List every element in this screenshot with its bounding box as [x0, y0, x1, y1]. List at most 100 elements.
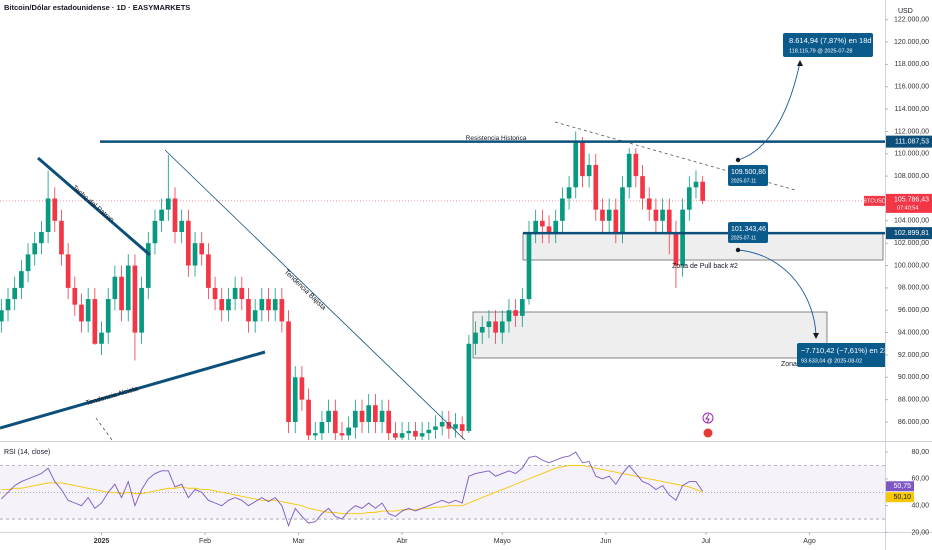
- rsi-pane: [0, 451, 885, 528]
- point-box: [728, 222, 768, 243]
- y-tick-label: 122.000,00: [894, 17, 929, 24]
- candle-body: [179, 220, 185, 233]
- candle-body: [139, 287, 144, 333]
- candle-body: [646, 198, 652, 210]
- candle-body: [292, 377, 298, 423]
- candle-body: [660, 209, 665, 221]
- candle-body: [426, 429, 432, 434]
- candle-body: [252, 310, 258, 322]
- y-tick-label: 118.000,00: [894, 61, 929, 68]
- measure-box: [783, 33, 873, 57]
- candle-body: [105, 299, 111, 333]
- x-tick-label: 2025: [94, 538, 110, 545]
- candle-body: [319, 422, 325, 434]
- point-box: [728, 165, 768, 186]
- candle-body: [393, 433, 398, 438]
- candle-body: [25, 254, 31, 272]
- candle-body: [299, 377, 305, 400]
- candle-body: [346, 427, 351, 436]
- candle-body: [192, 243, 198, 266]
- candle-body: [312, 433, 318, 436]
- candle-body: [473, 332, 478, 344]
- y-tick-label: 114.000,00: [894, 106, 929, 113]
- candle-body: [112, 276, 118, 300]
- candle-body: [5, 299, 11, 311]
- candle-body: [172, 198, 178, 233]
- flag-icon[interactable]: [702, 427, 714, 439]
- y-tick-label: 110.000,00: [894, 151, 929, 158]
- measure-text: 118.115,79 @ 2025-07-28: [789, 48, 852, 54]
- x-tick-label: Jun: [600, 538, 611, 545]
- candle-body: [546, 226, 552, 233]
- y-tick-label: 100.000,00: [894, 262, 929, 269]
- event-icon-glyph: [705, 413, 710, 424]
- candle-body: [272, 299, 278, 311]
- candle-body: [65, 254, 71, 288]
- candle-body: [12, 287, 18, 300]
- candle-body: [186, 220, 191, 266]
- candle-body: [680, 209, 685, 266]
- candle-body: [653, 209, 659, 221]
- level-axis-label: [886, 135, 932, 148]
- candle-body: [573, 142, 579, 188]
- measure-text: 93.633,04 @ 2025-08-02: [801, 358, 862, 364]
- candle-body: [580, 142, 585, 177]
- x-tick-label: Abr: [397, 538, 409, 545]
- candle-body: [152, 220, 158, 244]
- candle-body: [540, 220, 545, 227]
- candle-body: [206, 254, 211, 288]
- candle-body: [600, 209, 605, 221]
- x-tick-label: Ago: [803, 538, 816, 545]
- candle-body: [413, 430, 418, 437]
- anchor-dot: [735, 247, 741, 253]
- candle-body: [132, 265, 138, 333]
- countdown: 07:40:54: [897, 205, 918, 211]
- candle-body: [566, 187, 572, 199]
- candle-body: [0, 310, 4, 322]
- point-price: 101.343,46: [731, 226, 766, 233]
- candle-body: [519, 299, 525, 316]
- candle-body: [212, 287, 218, 300]
- candle-body: [79, 304, 84, 322]
- candle-body: [165, 198, 171, 210]
- candle-body: [52, 198, 58, 221]
- candle-body: [386, 410, 392, 434]
- candle-body: [513, 310, 518, 316]
- point-date: 2025-07-11: [731, 235, 756, 241]
- candle-body: [119, 276, 124, 311]
- candle-body: [85, 299, 91, 322]
- candle-body: [666, 209, 672, 233]
- candle-body: [486, 321, 492, 328]
- candle-body: [306, 399, 311, 436]
- level-axis-text: 102.899,81: [894, 230, 929, 237]
- point-date: 2025-07-11: [731, 178, 756, 184]
- candle-body: [593, 164, 599, 210]
- y-tick-label: 116.000,00: [894, 84, 929, 91]
- candle-body: [620, 187, 625, 233]
- candle-body: [553, 220, 559, 233]
- candle-body: [145, 243, 151, 288]
- candle-body: [673, 232, 679, 266]
- candle-body: [159, 209, 164, 221]
- y-tick-label: 94.000,00: [898, 329, 929, 336]
- candle-body: [125, 265, 131, 311]
- candle-body: [626, 153, 632, 188]
- zone-label: Zona de Pull back #2: [672, 263, 738, 270]
- y-tick-label: 102.000,00: [894, 240, 929, 247]
- event-icon[interactable]: [702, 412, 714, 424]
- y-tick-label: 112.000,00: [894, 128, 929, 135]
- arrow-head: [797, 60, 803, 66]
- candle-body: [700, 181, 705, 201]
- currency: USD: [898, 8, 913, 15]
- x-tick-label: Mayo: [494, 538, 511, 545]
- trend-extension: [95, 417, 113, 441]
- candle-body: [72, 287, 78, 305]
- candle-body: [19, 271, 24, 288]
- y-tick-label: 98.000,00: [898, 285, 929, 292]
- candle-body: [439, 422, 445, 427]
- candle-body: [373, 405, 378, 423]
- projection-arrow: [737, 249, 817, 337]
- measure-text: 8.614,94 (7,87%) en 18d: [789, 36, 872, 45]
